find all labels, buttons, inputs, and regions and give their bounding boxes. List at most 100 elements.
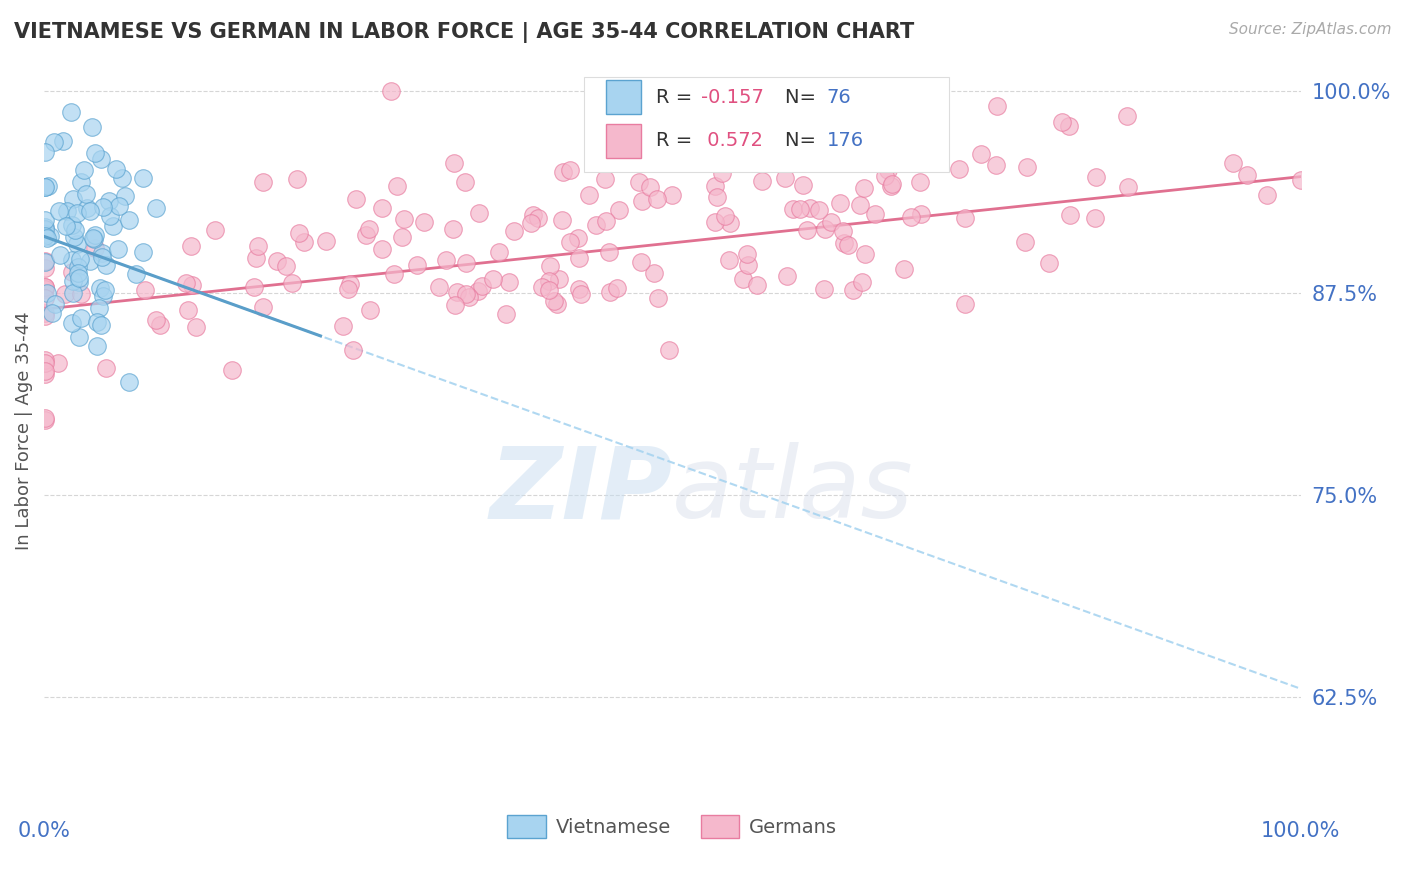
- Point: [606, 281, 628, 295]
- Point: [38, 229, 60, 244]
- Point: [551, 165, 574, 179]
- Point: [813, 282, 835, 296]
- Point: [718, 216, 741, 230]
- Point: [522, 209, 544, 223]
- Point: [1015, 160, 1038, 174]
- Point: [643, 267, 665, 281]
- FancyBboxPatch shape: [585, 78, 949, 172]
- Point: [849, 198, 872, 212]
- Point: [745, 277, 768, 292]
- Point: [413, 214, 436, 228]
- Point: [34, 282, 56, 296]
- Point: [34, 411, 56, 425]
- Point: [41, 306, 63, 320]
- Point: [628, 175, 651, 189]
- Point: [503, 224, 526, 238]
- Point: [893, 262, 915, 277]
- Point: [180, 278, 202, 293]
- Point: [851, 276, 873, 290]
- Text: 76: 76: [827, 87, 852, 107]
- Point: [733, 272, 755, 286]
- Point: [863, 207, 886, 221]
- Point: [94, 259, 117, 273]
- Point: [441, 222, 464, 236]
- Point: [98, 209, 121, 223]
- Point: [46, 356, 69, 370]
- Point: [34, 291, 56, 305]
- Point: [34, 364, 56, 378]
- Point: [828, 196, 851, 211]
- Point: [842, 283, 865, 297]
- Point: [87, 301, 110, 315]
- Point: [145, 201, 167, 215]
- Point: [357, 221, 380, 235]
- Point: [558, 163, 581, 178]
- Point: [568, 282, 591, 296]
- Point: [118, 212, 141, 227]
- Point: [63, 222, 86, 236]
- Point: [94, 360, 117, 375]
- Point: [1050, 115, 1073, 129]
- Point: [125, 267, 148, 281]
- Point: [814, 222, 837, 236]
- Point: [908, 175, 931, 189]
- Point: [339, 277, 361, 292]
- Text: ZIP: ZIP: [489, 442, 672, 540]
- Text: N=: N=: [786, 131, 823, 150]
- Point: [83, 241, 105, 255]
- Text: R =: R =: [657, 131, 699, 150]
- Point: [34, 356, 56, 370]
- Text: 176: 176: [827, 131, 863, 150]
- Point: [737, 258, 759, 272]
- Point: [1059, 208, 1081, 222]
- Point: [34, 227, 56, 241]
- Point: [595, 213, 617, 227]
- Point: [53, 287, 76, 301]
- Text: Source: ZipAtlas.com: Source: ZipAtlas.com: [1229, 22, 1392, 37]
- Point: [285, 172, 308, 186]
- Text: VIETNAMESE VS GERMAN IN LABOR FORCE | AGE 35-44 CORRELATION CHART: VIETNAMESE VS GERMAN IN LABOR FORCE | AG…: [14, 22, 914, 44]
- Point: [108, 198, 131, 212]
- Point: [245, 251, 267, 265]
- Point: [49, 248, 72, 262]
- Point: [34, 180, 56, 194]
- Point: [176, 276, 198, 290]
- Point: [97, 194, 120, 209]
- Point: [551, 213, 574, 227]
- Point: [34, 306, 56, 320]
- Point: [558, 235, 581, 250]
- Point: [873, 169, 896, 183]
- Point: [446, 285, 468, 299]
- Point: [60, 218, 83, 232]
- Point: [42, 135, 65, 149]
- Text: N=: N=: [786, 87, 823, 107]
- Point: [359, 302, 381, 317]
- Point: [114, 188, 136, 202]
- Point: [792, 178, 814, 192]
- Point: [62, 274, 84, 288]
- Point: [75, 187, 97, 202]
- Point: [48, 203, 70, 218]
- Point: [86, 338, 108, 352]
- Point: [84, 228, 107, 243]
- Text: -0.157: -0.157: [702, 87, 763, 107]
- Point: [647, 291, 669, 305]
- Point: [711, 166, 734, 180]
- Point: [436, 252, 458, 267]
- Point: [735, 247, 758, 261]
- Point: [703, 178, 725, 193]
- Point: [520, 216, 543, 230]
- Point: [86, 316, 108, 330]
- Point: [495, 307, 517, 321]
- Point: [593, 171, 616, 186]
- Legend: Vietnamese, Germans: Vietnamese, Germans: [499, 807, 845, 846]
- Point: [1084, 211, 1107, 225]
- Point: [111, 171, 134, 186]
- Point: [631, 194, 654, 208]
- Point: [984, 157, 1007, 171]
- Point: [578, 187, 600, 202]
- Point: [585, 218, 607, 232]
- Point: [773, 171, 796, 186]
- Point: [488, 244, 510, 259]
- Point: [454, 175, 477, 189]
